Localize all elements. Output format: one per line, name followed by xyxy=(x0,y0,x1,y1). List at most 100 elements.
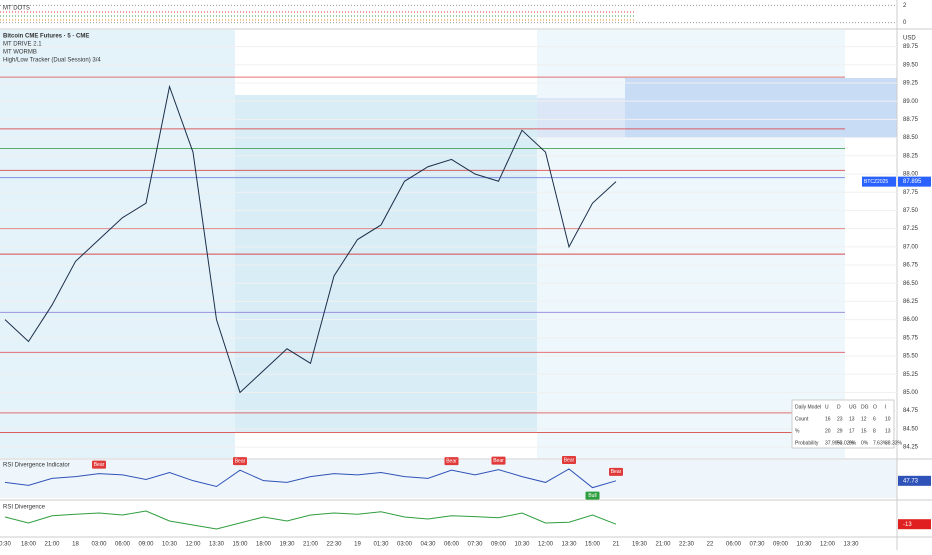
table-cell: Probability xyxy=(795,440,819,446)
table-cell: 29 xyxy=(837,428,843,434)
y-tick-label: 88.25 xyxy=(903,153,919,159)
signal-label: Bear xyxy=(611,469,622,475)
price-tag: -13 xyxy=(903,522,912,528)
x-tick-label: 09:00 xyxy=(773,542,789,548)
x-tick-label: 18:00 xyxy=(256,542,272,548)
pane-title: RSI Divergence xyxy=(3,505,46,511)
x-tick-label: 15:00 xyxy=(585,542,601,548)
table-cell: 13 xyxy=(849,416,855,422)
pane-title: MT DOTS xyxy=(3,6,30,12)
table-cell: 0% xyxy=(861,440,869,446)
y-tick-label: 86.00 xyxy=(903,317,919,323)
table-cell: DG xyxy=(861,404,869,410)
y-tick-label: 89.00 xyxy=(903,99,919,105)
signal-label: Bear xyxy=(446,458,457,464)
price-tag-bg xyxy=(898,176,931,187)
x-tick-label: 15:00 xyxy=(232,542,248,548)
x-tick-label: 18:00 xyxy=(21,542,37,548)
table-cell: Daily Model xyxy=(795,404,821,410)
table-cell: U xyxy=(825,404,829,410)
table-cell: 0% xyxy=(849,440,857,446)
x-tick-label: 09:00 xyxy=(138,542,154,548)
table-cell: 16 xyxy=(825,416,831,422)
x-tick-label: 12:00 xyxy=(185,542,201,548)
price-line xyxy=(4,84,617,394)
y-tick-label: 2 xyxy=(903,3,907,9)
table-cell: 10 xyxy=(885,416,891,422)
price-tag-bg xyxy=(898,519,931,530)
y-tick-label: 88.00 xyxy=(903,172,919,178)
session-box xyxy=(0,30,235,458)
x-tick-label: 19:30 xyxy=(279,542,295,548)
indicator: MT DRIVE 2.1 xyxy=(3,42,42,48)
signal-label: Bear xyxy=(564,457,575,463)
x-tick-label: 03:00 xyxy=(397,542,413,548)
y-tick-label: 87.00 xyxy=(903,244,919,250)
price-tag-bg xyxy=(898,475,931,486)
table-cell: 6 xyxy=(873,416,876,422)
x-tick-label: 06:00 xyxy=(444,542,460,548)
x-tick-label: 09:00 xyxy=(491,542,507,548)
x-tick-label: 13:30 xyxy=(561,542,577,548)
table-cell: 20 xyxy=(825,428,831,434)
x-tick-label: 10:30 xyxy=(514,542,530,548)
y-tick-label: 85.50 xyxy=(903,354,919,360)
x-tick-label: 19:30 xyxy=(632,542,648,548)
x-tick-label: 13:30 xyxy=(843,542,859,548)
session-box xyxy=(235,95,537,432)
x-tick-label: 22 xyxy=(707,542,714,548)
indicator: High/Low Tracker (Dual Session) 3/4 xyxy=(3,58,101,64)
table-cell: 13 xyxy=(885,428,891,434)
y-tick-label: 86.75 xyxy=(903,263,919,269)
y-tick-label: 87.50 xyxy=(903,208,919,214)
x-tick-label: 21:00 xyxy=(44,542,60,548)
y-tick-label: 87.75 xyxy=(903,190,919,196)
signal-bg xyxy=(491,456,506,465)
x-tick-label: 07:30 xyxy=(749,542,765,548)
x-tick-label: 06:00 xyxy=(115,542,131,548)
signal-label: Bear xyxy=(94,462,105,468)
x-tick-label: 10:30 xyxy=(796,542,812,548)
signal-bg xyxy=(444,457,459,466)
table-cell: O xyxy=(873,404,877,410)
indicator: MT WORMB xyxy=(3,50,37,56)
table-cell: 38.33% xyxy=(885,440,903,446)
table-cell: 37.99% xyxy=(825,440,843,446)
symbol-tag-bg xyxy=(862,176,896,187)
table-cell: 12 xyxy=(861,416,867,422)
table-cell: 15 xyxy=(861,428,867,434)
y-tick-label: 89.25 xyxy=(903,81,919,87)
y-tick-label: 88.50 xyxy=(903,135,919,141)
x-tick-label: 22:30 xyxy=(326,542,342,548)
x-tick-label: 12:00 xyxy=(820,542,836,548)
session-box xyxy=(625,78,897,138)
signal-label: Bull xyxy=(588,493,596,499)
x-tick-label: 12:00 xyxy=(538,542,554,548)
y-tick-label: 89.50 xyxy=(903,62,919,68)
x-tick-label: 07:30 xyxy=(467,542,483,548)
x-tick-label: 21:00 xyxy=(303,542,319,548)
currency: USD xyxy=(903,36,916,42)
x-tick-label: 0:30 xyxy=(0,542,11,548)
table-cell: 23 xyxy=(837,416,843,422)
signal-bg xyxy=(609,467,623,476)
y-tick-label: 86.50 xyxy=(903,281,919,287)
price-tag: 87.895 xyxy=(903,179,922,185)
table-cell: Count xyxy=(795,416,809,422)
table-cell: 17 xyxy=(849,428,855,434)
y-tick-label: 0 xyxy=(903,20,907,26)
x-tick-label: 13:30 xyxy=(209,542,225,548)
y-tick-label: 84.25 xyxy=(903,445,919,451)
signal-bg xyxy=(92,460,106,469)
price-line xyxy=(4,468,617,489)
signal-label: Bear xyxy=(235,458,246,464)
table-cell: % xyxy=(795,428,800,434)
table-cell: UG xyxy=(849,404,857,410)
x-tick-label: 18 xyxy=(72,542,79,548)
signal-bg xyxy=(585,491,600,500)
plot: Bear Bear Bear Bear Bear Bull Bear xyxy=(0,4,897,530)
y-tick-label: 84.75 xyxy=(903,408,919,414)
signal-label: Bear xyxy=(493,458,504,464)
table-cell: D xyxy=(837,404,841,410)
